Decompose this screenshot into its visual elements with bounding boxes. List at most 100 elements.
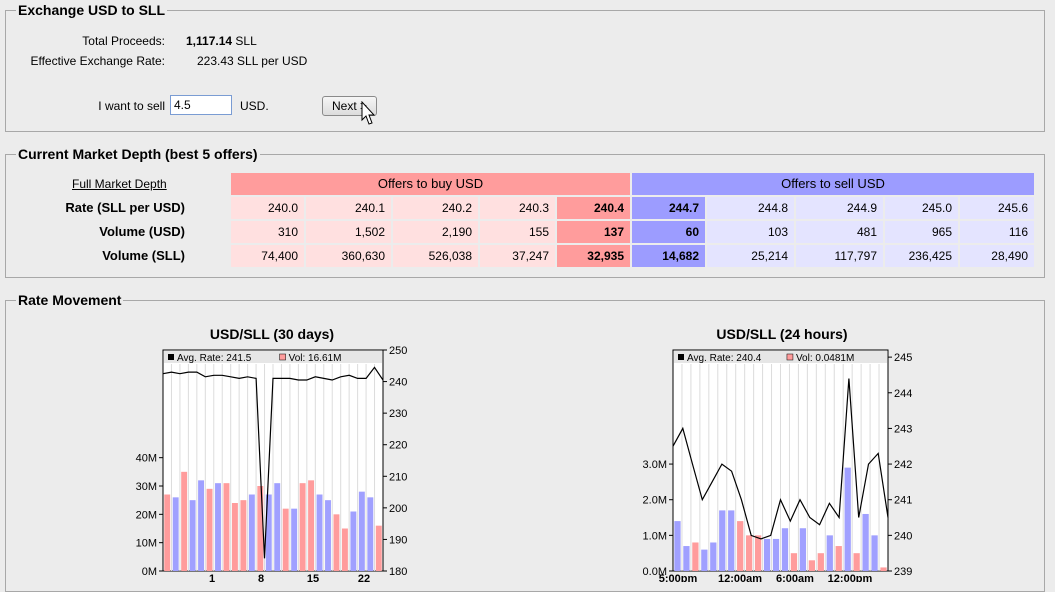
legend-band (164, 351, 382, 363)
mouse-cursor-icon (361, 101, 375, 125)
buy-vol-usd-cell: 310 (231, 221, 304, 243)
rate-row-label: Rate (SLL per USD) (65, 200, 185, 215)
rate-tick-label: 210 (389, 471, 407, 483)
legend-vol-swatch (279, 353, 286, 361)
volume-bar (172, 497, 179, 571)
volume-tick-label: 10M (136, 538, 157, 550)
sell-label: I want to sell (98, 99, 165, 113)
x-tick-label: 15 (307, 573, 319, 582)
rate-movement-legend: Rate Movement (18, 292, 122, 308)
legend-rate-text: Avg. Rate: 240.4 (687, 353, 762, 364)
sell-rate-cell: 244.8 (707, 197, 794, 219)
volume-bar (375, 525, 382, 571)
rate-tick-label: 241 (894, 495, 912, 507)
chart-30d-title: USD/SLL (30 days) (209, 326, 335, 342)
volume-bar (701, 549, 708, 571)
rate-tick-label: 190 (389, 534, 407, 546)
exchange-legend: Exchange USD to SLL (18, 2, 166, 18)
buy-rate-cell: 240.3 (480, 197, 555, 219)
buy-vol-usd-cell: 137 (557, 221, 630, 243)
sell-unit: USD. (240, 99, 269, 113)
volume-bar (231, 503, 238, 571)
sell-amount-input[interactable] (170, 95, 232, 115)
buy-rate-cell: 240.1 (306, 197, 391, 219)
buy-rate-cell: 240.4 (557, 197, 630, 219)
volume-tick-label: 20M (136, 509, 157, 521)
sell-offers-header: Offers to sell USD (632, 173, 1034, 195)
rate-line (162, 366, 384, 559)
volume-bar (844, 467, 851, 571)
volume-bar (325, 500, 331, 571)
volume-bar (710, 542, 717, 571)
rate-tick-label: 200 (389, 503, 407, 515)
rate-tick-label: 244 (894, 388, 912, 400)
x-tick-label: 6:00am (776, 573, 814, 582)
buy-vol-usd-cell: 155 (480, 221, 555, 243)
legend-rate-swatch (168, 354, 174, 360)
volume-sll-row-label: Volume (SLL) (102, 248, 185, 263)
volume-bar (880, 567, 887, 571)
rate-tick-label: 220 (389, 440, 407, 452)
volume-bar (772, 538, 780, 571)
volume-bar (683, 546, 690, 571)
legend-vol-swatch (786, 353, 794, 361)
volume-bar (871, 535, 878, 571)
sell-rate-cell: 244.9 (796, 197, 883, 219)
x-tick-label: 12:00pm (828, 573, 873, 582)
volume-bar (799, 528, 807, 571)
volume-bar (299, 483, 306, 571)
volume-tick-label: 0M (142, 566, 157, 578)
rate-tick-label: 180 (389, 566, 407, 578)
volume-bar (674, 521, 681, 571)
sell-vol-usd-cell: 965 (885, 221, 958, 243)
volume-bar (719, 510, 726, 571)
volume-tick-label: 30M (136, 481, 157, 493)
volume-tick-label: 2.0M (643, 495, 667, 507)
buy-offers-header: Offers to buy USD (231, 173, 630, 195)
chart-24-hours: Avg. Rate: 240.4 Vol: 0.0481M 239 240 241 242… (643, 349, 912, 582)
rate-tick-label: 240 (894, 530, 912, 542)
effective-rate-label: Effective Exchange Rate: (30, 54, 165, 68)
total-proceeds-label: Total Proceeds: (82, 34, 165, 48)
volume-bar (215, 483, 221, 571)
effective-rate-value: 223.43 SLL per USD (197, 54, 308, 68)
rate-tick-label: 230 (389, 408, 407, 420)
buy-vol-usd-cell: 1,502 (306, 221, 391, 243)
volume-bar (164, 494, 171, 571)
buy-vol-sll-cell: 360,630 (306, 245, 391, 267)
x-tick-label: 12:00am (718, 573, 762, 582)
rate-tick-label: 250 (389, 345, 407, 357)
sell-vol-sll-cell: 236,425 (885, 245, 958, 267)
rate-tick-label: 239 (894, 566, 912, 578)
legend-rate-text: Avg. Rate: 241.5 (177, 353, 252, 364)
volume-bar (316, 494, 323, 571)
legend-vol-text: Vol: 16.61M (289, 353, 342, 364)
volume-bar (341, 528, 348, 571)
sell-vol-usd-cell: 60 (632, 221, 705, 243)
total-proceeds-value: 1,117.14 (186, 34, 233, 48)
volume-bar (746, 535, 753, 571)
volume-bar (198, 480, 205, 571)
legend-vol-text: Vol: 0.0481M (796, 353, 854, 364)
chart-30-days: Avg. Rate: 241.5 Vol: 16.61M 180 190 200 210 2… (136, 345, 408, 582)
rate-tick-label: 245 (894, 352, 912, 364)
x-tick-label: 8 (258, 573, 264, 582)
volume-bar (358, 491, 365, 571)
volume-bar (333, 514, 340, 571)
total-proceeds-unit: SLL (235, 34, 257, 48)
rate-tick-label: 243 (894, 423, 912, 435)
sell-vol-usd-cell: 103 (707, 221, 794, 243)
market-depth-section: Current Market Depth (best 5 offers) (5, 146, 1045, 278)
sell-vol-usd-cell: 481 (796, 221, 883, 243)
volume-tick-label: 40M (136, 453, 157, 465)
volume-bar (737, 521, 744, 571)
volume-bar (692, 542, 699, 571)
rate-tick-label: 242 (894, 459, 912, 471)
sell-vol-sll-cell: 25,214 (707, 245, 794, 267)
volume-bar (817, 553, 824, 571)
full-market-depth-link[interactable]: Full Market Depth (72, 177, 167, 191)
rate-line (672, 378, 889, 540)
x-tick-label: 1 (209, 573, 215, 582)
volume-bar (808, 560, 815, 571)
total-proceeds: 1,117.14 SLL (186, 34, 257, 48)
